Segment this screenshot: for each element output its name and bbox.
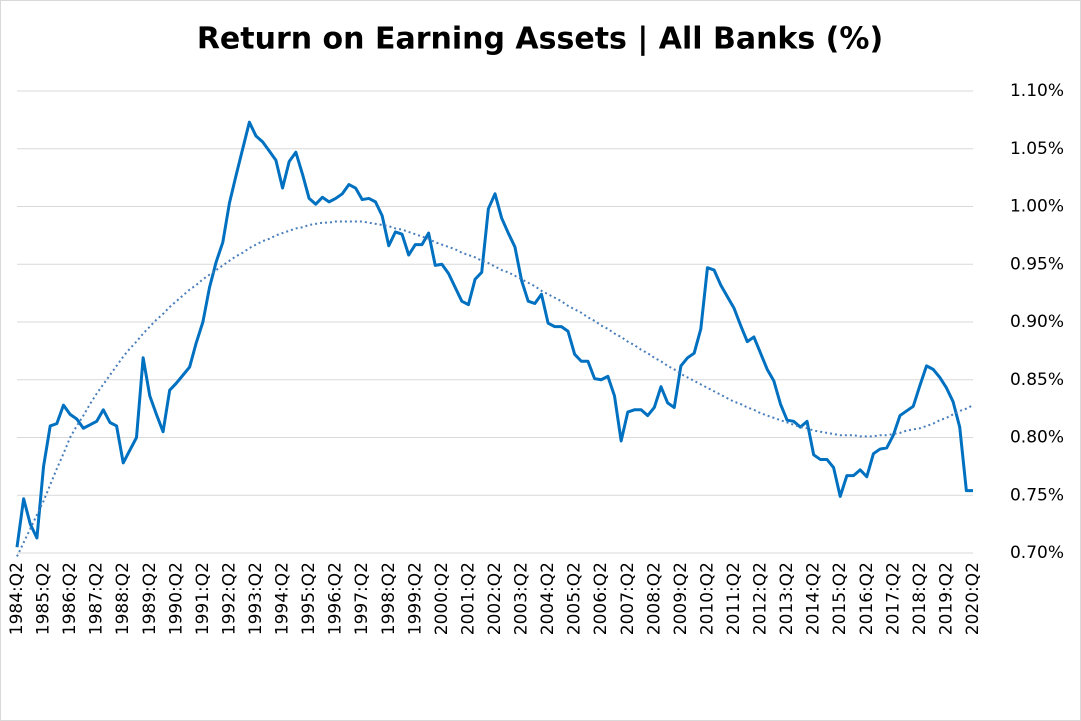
- x-tick-label: 1995:Q2: [299, 562, 319, 635]
- x-tick-label: 1988:Q2: [113, 562, 133, 635]
- x-tick-label: 2019:Q2: [936, 562, 956, 635]
- x-tick-label: 1999:Q2: [405, 562, 425, 635]
- x-tick-label: 1991:Q2: [193, 562, 213, 635]
- x-tick-label: 2002:Q2: [485, 562, 505, 635]
- x-tick-label: 1997:Q2: [352, 562, 372, 635]
- x-tick-label: 1989:Q2: [140, 562, 160, 635]
- x-tick-label: 2015:Q2: [830, 562, 850, 635]
- x-tick-label: 2000:Q2: [432, 562, 452, 635]
- x-tick-label: 2001:Q2: [458, 562, 478, 635]
- x-tick-label: 1992:Q2: [219, 562, 239, 635]
- y-tick-label: 0.80%: [1010, 428, 1064, 448]
- x-tick-label: 1998:Q2: [379, 562, 399, 635]
- x-tick-label: 2003:Q2: [512, 562, 532, 635]
- x-tick-label: 1987:Q2: [87, 562, 107, 635]
- x-tick-label: 2009:Q2: [671, 562, 691, 635]
- y-tick-label: 1.05%: [1010, 139, 1064, 159]
- x-tick-label: 1984:Q2: [7, 562, 27, 635]
- x-tick-label: 1986:Q2: [60, 562, 80, 635]
- x-tick-label: 1996:Q2: [326, 562, 346, 635]
- y-tick-label: 1.00%: [1010, 197, 1064, 217]
- y-tick-label: 0.75%: [1010, 485, 1064, 505]
- x-tick-label: 2008:Q2: [644, 562, 664, 635]
- x-tick-label: 2018:Q2: [910, 562, 930, 635]
- x-tick-label: 2014:Q2: [804, 562, 824, 635]
- x-tick-label: 2005:Q2: [565, 562, 585, 635]
- x-tick-label: 2012:Q2: [751, 562, 771, 635]
- y-tick-label: 0.85%: [1010, 370, 1064, 390]
- x-tick-label: 2007:Q2: [618, 562, 638, 635]
- x-tick-label: 2010:Q2: [697, 562, 717, 635]
- x-tick-label: 2011:Q2: [724, 562, 744, 635]
- y-tick-label: 1.10%: [1010, 81, 1064, 101]
- y-tick-label: 0.70%: [1010, 543, 1064, 563]
- x-tick-label: 1985:Q2: [34, 562, 54, 635]
- x-tick-label: 2020:Q2: [963, 562, 983, 635]
- data-line: [15, 120, 973, 548]
- x-tick-label: 2004:Q2: [538, 562, 558, 635]
- x-tick-label: 1994:Q2: [273, 562, 293, 635]
- x-tick-label: 1993:Q2: [246, 562, 266, 635]
- x-tick-label: 2013:Q2: [777, 562, 797, 635]
- y-tick-label: 0.95%: [1010, 254, 1064, 274]
- x-tick-label: 2017:Q2: [883, 562, 903, 635]
- x-tick-label: 2016:Q2: [857, 562, 877, 635]
- y-tick-label: 0.90%: [1010, 312, 1064, 332]
- x-tick-label: 2006:Q2: [591, 562, 611, 635]
- chart-title: Return on Earning Assets | All Banks (%): [197, 22, 883, 57]
- x-tick-label: 1990:Q2: [166, 562, 186, 635]
